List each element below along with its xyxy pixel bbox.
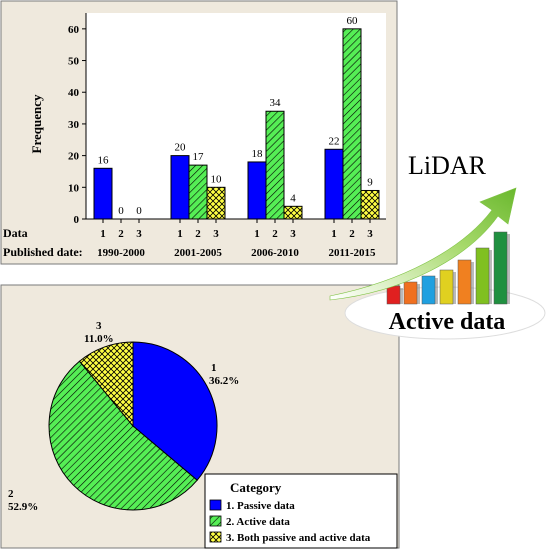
legend-item-active: 2. Active data <box>226 516 290 528</box>
bar-value-label: 60 <box>347 15 359 27</box>
pie-label-pct-1: 36.2% <box>209 375 239 387</box>
growth-arrow-icon <box>329 187 517 301</box>
category-label: 1990-2000 <box>97 247 145 259</box>
bar-3-2011-2015 <box>360 189 380 220</box>
bar-code-label: 3 <box>290 228 296 240</box>
y-tick-label: 40 <box>68 87 80 99</box>
y-axis-label: Frequency <box>29 94 44 153</box>
growth-bar <box>493 231 508 305</box>
pie-slice-2 <box>48 360 198 511</box>
growth-bar-shade <box>400 288 403 304</box>
growth-bar <box>403 281 418 305</box>
bar-2-2001-2005 <box>188 164 208 220</box>
bar-code-label: 2 <box>195 228 201 240</box>
legend-swatch-passive <box>209 499 222 511</box>
category-label: 2001-2005 <box>174 247 222 259</box>
y-tick-label: 60 <box>68 24 80 36</box>
pie-slice-3 <box>78 341 134 428</box>
legend-item-passive: 1. Passive data <box>226 500 295 512</box>
y-tick-label: 30 <box>68 119 80 131</box>
growth-bar-shade <box>417 284 420 304</box>
bar-code-label: 2 <box>349 228 355 240</box>
bar-code-label: 1 <box>100 228 106 240</box>
bar-1-2011-2015 <box>324 148 344 220</box>
bar-value-label: 18 <box>252 148 264 160</box>
bar-chart-panel: 010203040506016102031990-200020117210320… <box>0 0 398 265</box>
legend-box <box>204 473 398 549</box>
bar-code-label: 2 <box>272 228 278 240</box>
bar-code-label: 1 <box>177 228 183 240</box>
pie-label-code-3: 3 <box>96 320 102 332</box>
bar-code-label: 3 <box>213 228 219 240</box>
pie-slice-1 <box>132 341 218 481</box>
bar-value-label: 10 <box>211 173 223 185</box>
pie-chart <box>48 341 218 511</box>
bar-3-2001-2005 <box>206 186 226 220</box>
growth-bar <box>457 259 472 305</box>
y-tick-label: 0 <box>74 214 80 226</box>
bar-value-label: 17 <box>193 151 205 163</box>
bar-value-label: 22 <box>329 135 340 147</box>
category-label: 2006-2010 <box>251 247 299 259</box>
bar-value-label: 9 <box>367 176 373 188</box>
bar-value-label: 16 <box>98 154 110 166</box>
bar-value-label: 4 <box>290 192 296 204</box>
bar-2-2006-2010 <box>265 110 285 220</box>
growth-bar-shade <box>435 278 438 304</box>
bar-code-label: 2 <box>118 228 124 240</box>
pie-label-pct-2: 52.9% <box>8 501 38 513</box>
pie-label-code-1: 1 <box>211 362 217 374</box>
y-tick-label: 20 <box>68 151 80 163</box>
lidar-illustration: LiDAR Active data <box>329 151 546 340</box>
active-data-label: Active data <box>389 309 506 335</box>
bar-3-2006-2010 <box>283 205 303 220</box>
growth-bar <box>439 269 454 305</box>
bar-1-1990-2000 <box>93 167 113 220</box>
bar-code-label: 3 <box>136 228 142 240</box>
bar-1-2006-2010 <box>247 161 267 220</box>
pie-legend: Category 1. Passive data 2. Active data … <box>204 473 398 549</box>
bar-value-label: 34 <box>270 97 282 109</box>
pie-label-pct-3: 11.0% <box>84 333 114 345</box>
bar-code-label: 3 <box>367 228 373 240</box>
bar-2-2011-2015 <box>342 28 362 220</box>
y-tick-label: 10 <box>68 182 80 194</box>
bar-chart: 010203040506016102031990-200020117210320… <box>68 13 386 259</box>
y-tick-label: 50 <box>68 56 80 68</box>
growth-bar <box>475 247 490 305</box>
growth-bar <box>421 275 436 305</box>
growth-bars <box>386 231 510 305</box>
growth-bar <box>386 285 401 305</box>
legend-title: Category <box>230 480 282 495</box>
growth-bar-shade <box>489 250 492 304</box>
growth-bar-shade <box>453 272 456 304</box>
bar-1-2001-2005 <box>170 155 190 220</box>
growth-bar-shade <box>507 234 510 304</box>
data-row-label: Data <box>3 226 28 240</box>
published-row-label: Published date: <box>3 245 83 259</box>
bar-value-label: 20 <box>175 142 187 154</box>
growth-bar-shade <box>471 262 474 304</box>
bar-value-label: 0 <box>118 205 124 217</box>
bar-code-label: 1 <box>331 228 337 240</box>
legend-swatch-both <box>209 531 222 543</box>
pie-chart-panel: 1 36.2% 2 52.9% 3 11.0% Category 1. Pass… <box>0 284 400 549</box>
category-label: 2011-2015 <box>328 247 376 259</box>
legend-item-both: 3. Both passive and active data <box>226 532 371 544</box>
lidar-label: LiDAR <box>408 151 487 180</box>
bar-value-label: 0 <box>136 205 142 217</box>
pie-label-code-2: 2 <box>8 488 14 500</box>
bar-code-label: 1 <box>254 228 260 240</box>
legend-swatch-active <box>209 515 222 527</box>
